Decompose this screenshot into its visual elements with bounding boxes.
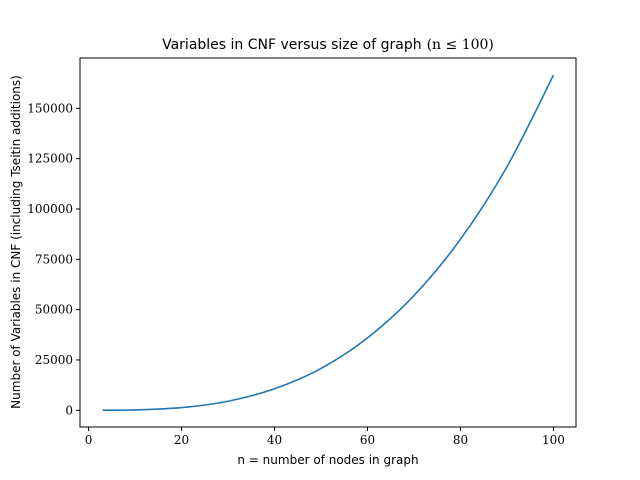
chart-title: Variables in CNF versus size of graph (n … (162, 37, 494, 53)
chart-title-math: (n ≤ 100) (427, 37, 494, 53)
x-tick-label: 100 (542, 433, 565, 447)
x-tick-label: 40 (267, 433, 282, 447)
y-tick-label: 25000 (35, 353, 73, 367)
y-tick-label: 150000 (27, 101, 73, 115)
y-tick-label: 0 (65, 403, 73, 417)
plot-frame (79, 57, 577, 428)
x-tick-label: 20 (174, 433, 189, 447)
x-axis: 0 20 40 60 80 100 (85, 427, 565, 447)
x-axis-label: n = number of nodes in graph (237, 453, 418, 467)
series-layer (102, 74, 555, 412)
chart-title-text: Variables in CNF versus size of graph (162, 37, 421, 53)
y-tick-label: 125000 (27, 152, 73, 166)
x-tick-label: 60 (360, 433, 375, 447)
x-tick-label: 80 (453, 433, 468, 447)
y-tick-label: 75000 (35, 252, 73, 266)
y-tick-label: 50000 (35, 303, 73, 317)
series-line-0 (102, 74, 555, 412)
y-axis-label: Number of Variables in CNF (including Ts… (9, 75, 23, 409)
y-tick-label: 100000 (27, 202, 73, 216)
y-axis: 0 25000 50000 75000 100000 125000 150000 (27, 101, 80, 417)
x-tick-label: 0 (85, 433, 93, 447)
